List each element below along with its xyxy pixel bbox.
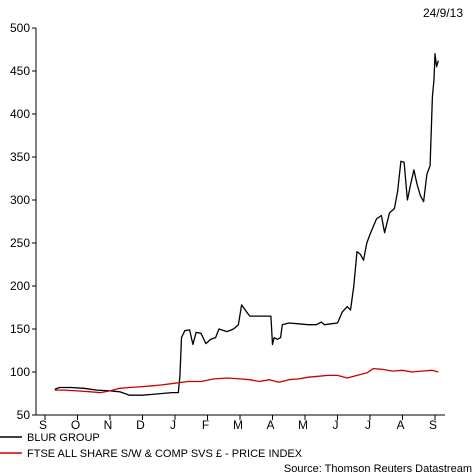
y-tick-label: 400 <box>10 107 30 121</box>
chart-axes <box>35 28 445 416</box>
series-layer <box>54 53 439 396</box>
x-tick-label: S <box>429 418 437 432</box>
y-tick-label: 150 <box>10 322 30 336</box>
y-tick-label: 200 <box>10 279 30 293</box>
legend: BLUR GROUP FTSE ALL SHARE S/W & COMP SVS… <box>0 432 303 460</box>
x-tick-label: S <box>39 418 47 432</box>
x-tick-label: J <box>170 418 176 432</box>
x-tick-label: J <box>333 418 339 432</box>
y-tick-label: 100 <box>10 365 30 379</box>
x-tick-label: A <box>266 418 274 432</box>
y-tick-label: 250 <box>10 236 30 250</box>
y-tick-label: 50 <box>17 408 31 422</box>
x-tick-label: F <box>202 418 209 432</box>
y-tick-label: 350 <box>10 150 30 164</box>
x-tick-label: N <box>104 418 113 432</box>
y-tick-label: 450 <box>10 64 30 78</box>
x-tick-label: J <box>365 418 371 432</box>
y-tick-label: 300 <box>10 193 30 207</box>
x-tick-label: O <box>71 418 80 432</box>
y-tick-label: 500 <box>10 21 30 35</box>
x-tick-label: M <box>233 418 243 432</box>
chart-date-label: 24/9/13 <box>423 6 463 20</box>
series-line-ftse-all-share <box>54 367 439 394</box>
source-note: Source: Thomson Reuters Datastream <box>284 463 472 475</box>
legend-label-blur-group: BLUR GROUP <box>27 432 100 444</box>
x-tick-label: M <box>298 418 308 432</box>
legend-label-ftse: FTSE ALL SHARE S/W & COMP SVS £ - PRICE … <box>27 448 303 460</box>
x-tick-label: A <box>396 418 404 432</box>
series-line-blur-group <box>54 53 439 396</box>
y-axis-ticks: 50 100 150 200 250 300 350 400 450 500 <box>10 21 36 422</box>
x-tick-label: D <box>136 418 145 432</box>
